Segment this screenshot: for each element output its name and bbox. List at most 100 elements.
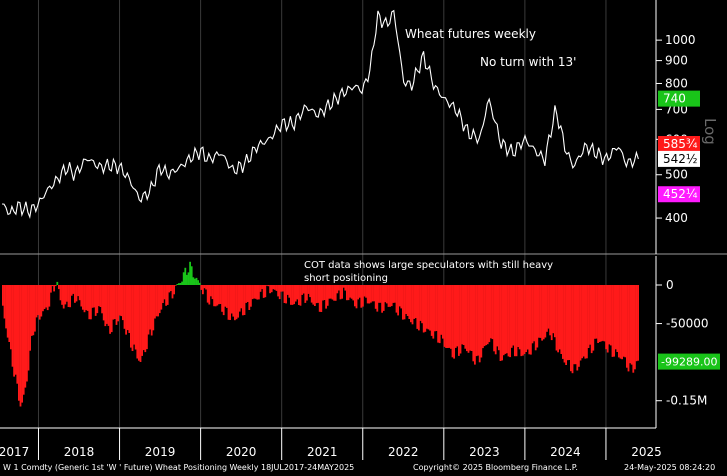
price-tick-label: 500 [665, 168, 688, 182]
cot-bar [298, 285, 300, 305]
cot-bar [176, 284, 179, 285]
cot-bar [496, 285, 499, 347]
cot-bar [286, 285, 289, 295]
cot-bar [227, 285, 230, 320]
cot-bar [318, 285, 321, 312]
cot-bar [202, 285, 204, 295]
cot-bar [59, 285, 62, 301]
cot-bar [621, 285, 623, 360]
cot-bar [120, 285, 123, 317]
cot-bar [21, 285, 23, 403]
cot-bar [592, 285, 595, 351]
cot-bar [325, 285, 327, 309]
cot-bar [115, 285, 118, 325]
cot-axis: 0 -50000 -0.15M -99289.00 [656, 278, 720, 408]
cot-bar [398, 285, 401, 307]
cot-bar [109, 285, 111, 334]
cot-bar [77, 285, 79, 297]
cot-bar [611, 285, 614, 357]
cot-bar [56, 281, 59, 285]
cot-bar [400, 285, 403, 309]
cot-bar [630, 285, 633, 365]
cot-last-tag [658, 353, 720, 370]
cot-bar [29, 285, 31, 351]
cot-bar [306, 285, 308, 301]
cot-bar [504, 285, 507, 354]
cot-bar [43, 285, 46, 309]
cot-bar [573, 285, 575, 365]
cot-bar [381, 285, 383, 313]
cot-bar [501, 285, 503, 361]
price-tick-label: 800 [665, 76, 688, 90]
cot-bar [558, 285, 561, 350]
cot-bar [389, 285, 391, 307]
cot-bar [179, 283, 182, 285]
cot-bar [206, 285, 209, 303]
cot-bar [19, 285, 22, 407]
cot-bar [174, 285, 177, 286]
cot-bar [416, 285, 419, 329]
cot-bar [450, 285, 452, 349]
cot-annotation-line: short positioning [304, 273, 388, 284]
cot-bar [246, 285, 249, 302]
cot-bar [446, 285, 449, 348]
chart-background [0, 0, 727, 461]
cot-bar [146, 285, 148, 350]
cot-bar [230, 285, 233, 314]
cot-bar [251, 285, 254, 300]
cot-bar [584, 285, 587, 359]
cot-bar [541, 285, 543, 341]
cot-tick-label: -50000 [666, 317, 709, 331]
cot-bar [550, 285, 553, 341]
cot-bar [13, 285, 15, 377]
cot-bar [301, 285, 303, 295]
cot-bar [266, 285, 268, 286]
cot-bar [162, 285, 164, 303]
cot-annotation-line: COT data shows large speculators with st… [304, 260, 553, 271]
cot-bar [451, 285, 454, 358]
cot-bar [296, 285, 299, 300]
cot-bar [69, 285, 71, 308]
cot-bar [464, 285, 467, 349]
cot-bar [14, 285, 17, 375]
cot-bar [317, 285, 319, 303]
cot-bar [485, 285, 487, 346]
cot-bar [440, 285, 443, 335]
cot-bar [107, 285, 110, 326]
cot-bar [293, 285, 295, 305]
cot-bar [110, 285, 113, 333]
cot-bar [466, 285, 468, 352]
cot-bar [578, 285, 580, 367]
cot-bar [360, 285, 363, 308]
cot-bar [82, 285, 84, 310]
cot-bar [58, 285, 60, 290]
cot-bar [238, 285, 241, 312]
cot-bar [570, 285, 572, 372]
cot-bar [603, 285, 606, 342]
cot-bar [373, 285, 375, 302]
cot-bar [170, 285, 172, 291]
year-label: 2021 [307, 445, 338, 459]
cot-bar [171, 285, 174, 299]
cot-bar [442, 285, 444, 339]
cot-bar [211, 285, 214, 300]
cot-bar [419, 285, 422, 321]
cot-bar [64, 285, 67, 305]
cot-bar [157, 285, 159, 317]
cot-bar [70, 285, 73, 296]
cot-bar [133, 285, 135, 345]
cot-bar [370, 285, 372, 303]
cot-bar [166, 285, 169, 305]
cot-bar [568, 285, 571, 360]
cot-bar [245, 285, 247, 303]
cot-bar [130, 285, 132, 348]
cot-bar [474, 285, 476, 365]
cot-bar [358, 285, 361, 298]
cot-bar [477, 285, 479, 356]
cot-bar [290, 285, 292, 305]
cot-bar [294, 285, 297, 302]
cot-bar [333, 285, 335, 301]
cot-bar [512, 285, 515, 346]
cot-bar [632, 285, 635, 373]
cot-bar [355, 285, 358, 309]
